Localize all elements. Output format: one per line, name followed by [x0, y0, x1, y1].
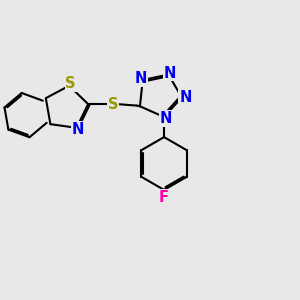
Text: N: N [72, 122, 84, 137]
Text: S: S [65, 76, 76, 91]
Text: N: N [135, 71, 147, 86]
Text: N: N [159, 111, 172, 126]
Text: N: N [179, 90, 191, 105]
Text: S: S [108, 97, 119, 112]
Text: F: F [159, 190, 169, 205]
Text: N: N [164, 65, 176, 80]
